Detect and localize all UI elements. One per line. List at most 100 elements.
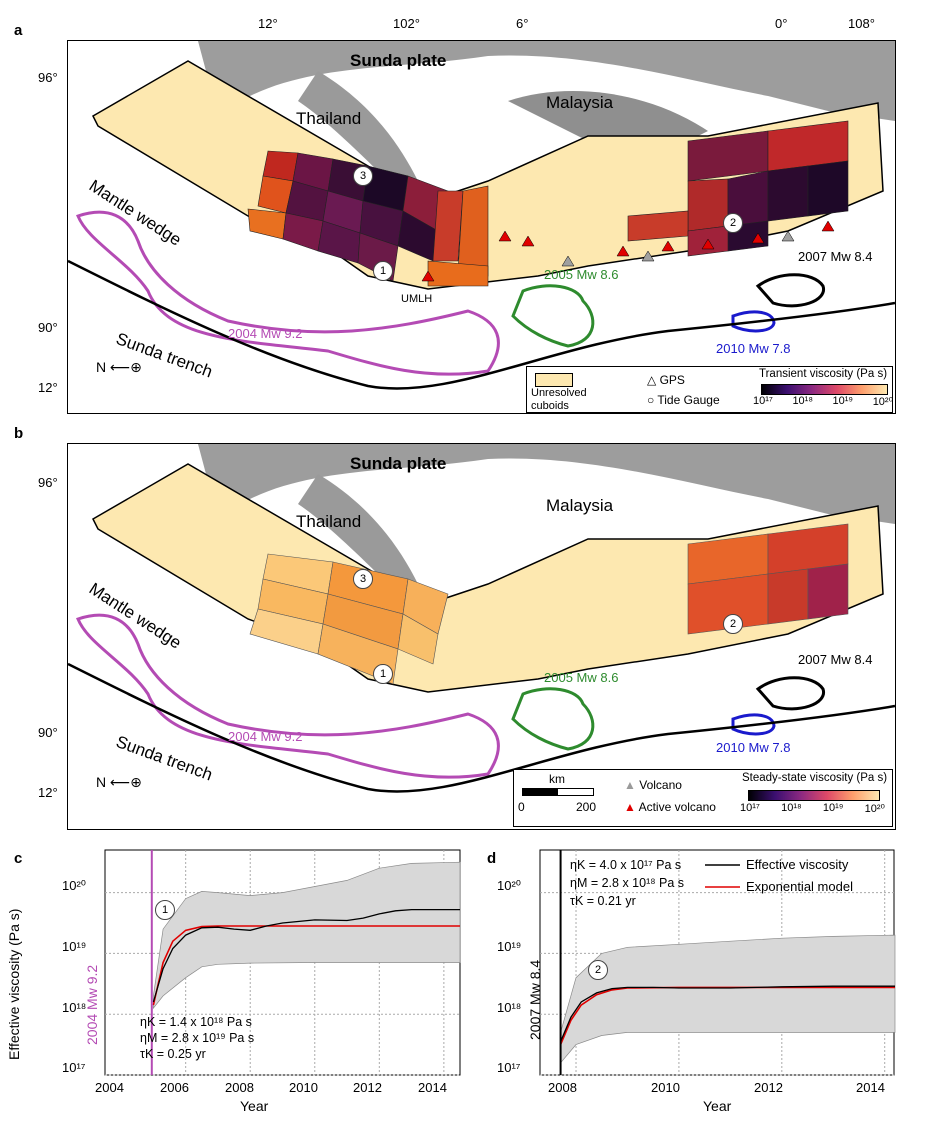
rupture-2005 bbox=[511, 687, 595, 751]
viscosity-cells-a bbox=[247, 120, 849, 287]
c-xtick: 2006 bbox=[160, 1080, 189, 1095]
top-label-108-a: 108° bbox=[848, 16, 875, 31]
umlh-label: UMLH bbox=[401, 293, 433, 305]
eq2007-label: 2007 Mw 8.4 bbox=[798, 249, 873, 264]
malaysia-label: Malaysia bbox=[546, 496, 614, 515]
scale-unit: km bbox=[549, 772, 565, 786]
landmass bbox=[298, 474, 418, 604]
top-label-102-a: 102° bbox=[393, 16, 420, 31]
c-ytick: 10¹⁷ bbox=[62, 1060, 86, 1075]
uncertainty-band bbox=[560, 934, 896, 1064]
rupture-2004 bbox=[76, 613, 500, 779]
c-xtick: 2010 bbox=[289, 1080, 318, 1095]
eq2005-label: 2005 Mw 8.6 bbox=[544, 670, 619, 685]
map-b: Sunda plate Thailand Malaysia Mantle wed… bbox=[67, 443, 896, 830]
map-b-canvas bbox=[68, 444, 895, 793]
sunda-plate-label: Sunda plate bbox=[350, 454, 447, 473]
legend-a: Unresolved cuboids △ GPS ○ Tide Gauge Tr… bbox=[526, 366, 893, 413]
chart-d-param-eta-m: ηM = 2.8 x 10¹⁸ Pa s bbox=[570, 876, 685, 890]
legend-b: km 0 200 ▲ Volcano ▲ Active volcano Stea… bbox=[513, 769, 893, 827]
landmass bbox=[198, 41, 895, 121]
chart-d-xlabel: Year bbox=[703, 1098, 732, 1114]
c-xtick: 2012 bbox=[353, 1080, 382, 1095]
lat-label-96-b: 96° bbox=[38, 475, 58, 490]
panel-letter-b: b bbox=[14, 425, 24, 442]
panel-letter-d: d bbox=[487, 850, 497, 867]
colorbar-a bbox=[761, 384, 888, 395]
sunda-trench bbox=[68, 259, 895, 390]
colorbar-b-title: Steady-state viscosity (Pa s) bbox=[742, 772, 888, 784]
lat-label-96-a: 96° bbox=[38, 70, 58, 85]
sunda-trench bbox=[68, 662, 895, 793]
site-2-marker: 2 bbox=[723, 614, 743, 634]
colorbar-b bbox=[748, 790, 880, 801]
scale-bar bbox=[522, 788, 594, 796]
thailand-label: Thailand bbox=[296, 512, 362, 531]
eq2005-label: 2005 Mw 8.6 bbox=[544, 267, 619, 282]
d-ytick: 10²⁰ bbox=[497, 878, 522, 893]
colorbar-a-ticks: 10¹⁷ 10¹⁸ 10¹⁹ 10²⁰ bbox=[753, 395, 893, 408]
c-xtick: 2008 bbox=[225, 1080, 254, 1095]
unresolved-swatch bbox=[535, 373, 573, 387]
eq2004-label: 2004 Mw 9.2 bbox=[228, 326, 303, 341]
eq2010-label: 2010 Mw 7.8 bbox=[716, 740, 791, 755]
chart-d-param-eta-k: ηK = 4.0 x 10¹⁷ Pa s bbox=[570, 858, 682, 872]
d-ytick: 10¹⁷ bbox=[497, 1060, 521, 1075]
lat-label-90-a: 90° bbox=[38, 320, 58, 335]
chart-d-event-label: 2007 Mw 8.4 bbox=[527, 959, 543, 1040]
colorbar-a-title: Transient viscosity (Pa s) bbox=[759, 368, 888, 380]
lat-label-12-b: 12° bbox=[38, 785, 58, 800]
exponential-model-line bbox=[152, 925, 460, 1006]
top-label-6-a: 6° bbox=[516, 16, 529, 31]
scale-tick-0: 0 bbox=[518, 800, 525, 814]
top-label-0-a: 0° bbox=[775, 16, 788, 31]
effective-viscosity-line bbox=[152, 908, 460, 1003]
chart-c-param-eta-m: ηM = 2.8 x 10¹⁹ Pa s bbox=[140, 1031, 255, 1045]
panel-letter-c: c bbox=[14, 850, 23, 867]
chart-c-event-label: 2004 Mw 9.2 bbox=[84, 964, 100, 1045]
volcano-label: ▲ Volcano bbox=[624, 778, 682, 792]
chart-c-param-eta-k: ηK = 1.4 x 10¹⁸ Pa s bbox=[140, 1015, 252, 1029]
eq2004-label: 2004 Mw 9.2 bbox=[228, 729, 303, 744]
malaysia-label: Malaysia bbox=[546, 93, 614, 112]
d-xtick: 2012 bbox=[754, 1080, 783, 1095]
landmass bbox=[298, 71, 418, 201]
scale-tick-200: 200 bbox=[576, 800, 597, 814]
rupture-2007 bbox=[755, 676, 825, 711]
site-3-marker: 3 bbox=[353, 166, 373, 186]
north-arrow-icon: N ⟵⊕ bbox=[96, 359, 142, 375]
chart-d-site-marker: 2 bbox=[588, 960, 608, 980]
d-ytick: 10¹⁹ bbox=[497, 939, 522, 954]
gps-label: △ GPS bbox=[647, 373, 685, 387]
active-volcano-label: ▲ Active volcano bbox=[624, 800, 716, 814]
landmass bbox=[198, 444, 895, 524]
chart-d-legend-model: Exponential model bbox=[746, 879, 853, 894]
c-xtick: 2014 bbox=[418, 1080, 447, 1095]
panel-letter-a: a bbox=[14, 22, 23, 39]
volcano-markers bbox=[421, 220, 835, 282]
chart-d bbox=[539, 849, 896, 1076]
map-a-canvas bbox=[68, 41, 895, 390]
c-ytick: 10¹⁸ bbox=[62, 1000, 87, 1015]
viscosity-cells-b bbox=[249, 523, 849, 685]
top-label-12-a: 12° bbox=[258, 16, 278, 31]
chart-c-ylabel: Effective viscosity (Pa s) bbox=[6, 908, 22, 1060]
lat-label-12-a: 12° bbox=[38, 380, 58, 395]
unresolved-label: Unresolved cuboids bbox=[531, 387, 587, 412]
map-a: Sunda plate Thailand Malaysia Mantle wed… bbox=[67, 40, 896, 414]
eq2010-label: 2010 Mw 7.8 bbox=[716, 341, 791, 356]
site-2-marker: 2 bbox=[723, 213, 743, 233]
effective-viscosity-line bbox=[560, 985, 895, 1042]
rupture-2010 bbox=[731, 310, 776, 333]
c-xtick: 2004 bbox=[95, 1080, 124, 1095]
thailand-label: Thailand bbox=[296, 109, 362, 128]
north-arrow-icon: N ⟵⊕ bbox=[96, 774, 142, 790]
uncertainty-band bbox=[153, 861, 461, 1010]
tide-label: ○ Tide Gauge bbox=[647, 393, 720, 407]
site-1-marker: 1 bbox=[373, 664, 393, 684]
colorbar-b-ticks: 10¹⁷ 10¹⁸ 10¹⁹ 10²⁰ bbox=[740, 802, 885, 815]
chart-d-param-tau-k: τK = 0.21 yr bbox=[570, 894, 636, 908]
c-ytick: 10²⁰ bbox=[62, 878, 87, 893]
d-xtick: 2010 bbox=[651, 1080, 680, 1095]
chart-c-param-tau-k: τK = 0.25 yr bbox=[140, 1047, 206, 1061]
